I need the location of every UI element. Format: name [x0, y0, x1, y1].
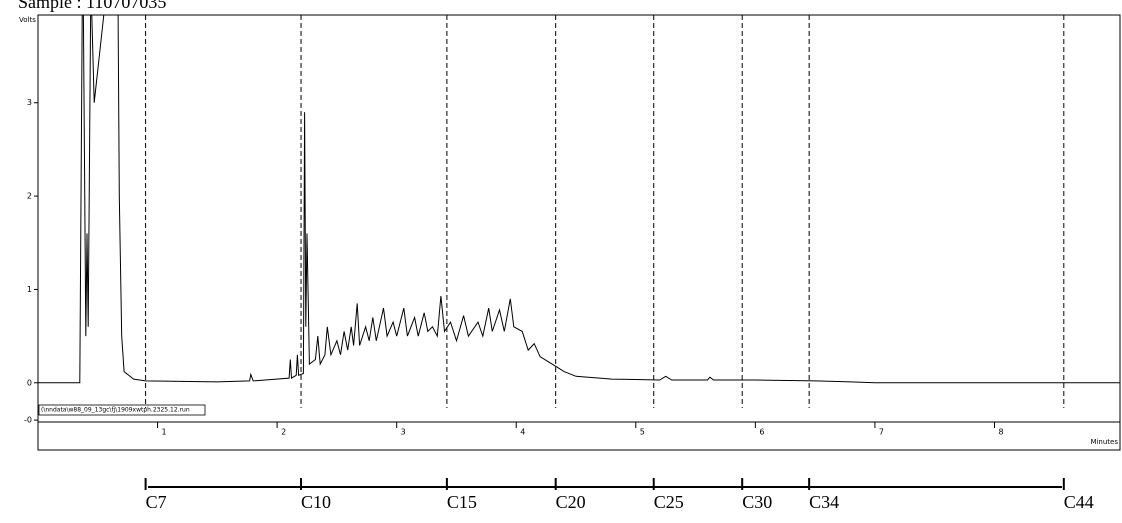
x-tick-label: 8 [998, 428, 1003, 437]
y-tick-label: 1 [27, 285, 32, 294]
bracket-label: C7 [146, 492, 167, 512]
x-tick-label: 5 [640, 428, 645, 437]
file-label: (\nndata\w88_09_13gc\fj\1909xwtph.2325.1… [41, 407, 190, 414]
bracket-label: C30 [742, 492, 772, 512]
plot-frame [37, 14, 1121, 451]
bracket-label: C34 [809, 492, 839, 512]
x-tick-label: 3 [401, 428, 406, 437]
x-tick-label: 7 [879, 428, 884, 437]
y-tick-label: 2 [27, 192, 32, 201]
bracket-label: C10 [301, 492, 331, 512]
y-axis-label: Volts [19, 16, 36, 24]
y-tick-label: -0 [24, 416, 32, 425]
bracket-label: C44 [1064, 492, 1094, 512]
y-tick-label: 0 [27, 378, 32, 387]
x-tick-label: 6 [759, 428, 764, 437]
x-tick-label: 4 [520, 428, 525, 437]
bracket-label: C15 [447, 492, 477, 512]
x-tick-label: 2 [281, 428, 286, 437]
x-tick-label: 1 [162, 428, 167, 437]
trace [38, 14, 1120, 384]
y-tick-label: 3 [27, 98, 32, 107]
bracket-label: C25 [654, 492, 684, 512]
x-axis-label: Minutes [1090, 438, 1118, 446]
bracket-label: C20 [556, 492, 586, 512]
chart-title: Sample : 110707035 [18, 0, 166, 12]
file-box [38, 404, 206, 416]
